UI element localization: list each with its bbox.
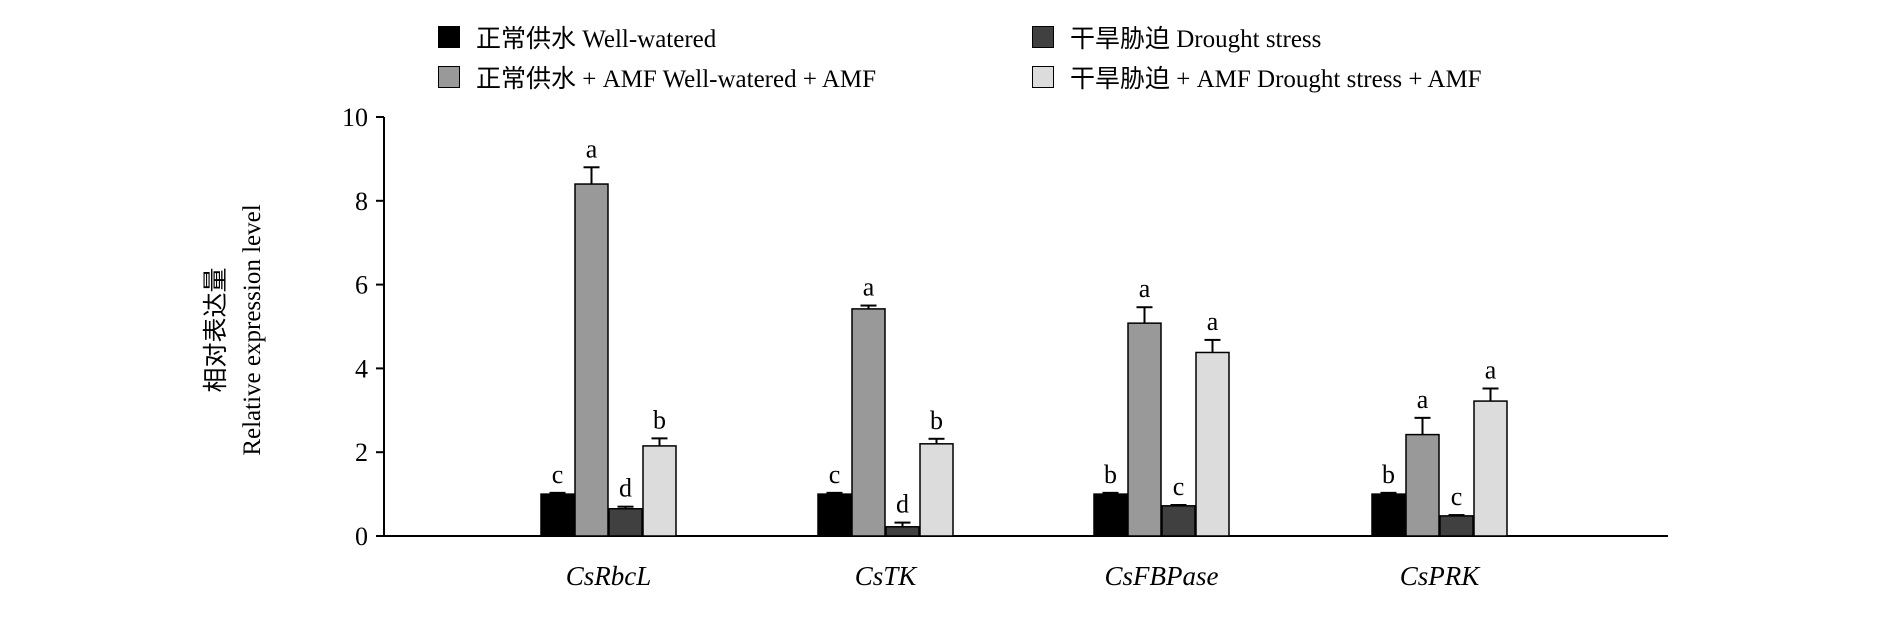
legend-item-drought-stress-amf: 干旱胁迫 + AMF Drought stress + AMF: [1032, 62, 1482, 93]
y-tick-label: 4: [355, 354, 368, 383]
significance-label: a: [1417, 385, 1429, 414]
significance-label: b: [930, 406, 943, 435]
bar: [851, 308, 886, 537]
bar: [1161, 505, 1196, 537]
legend-item-well-watered-amf: 正常供水 + AMF Well-watered + AMF: [438, 62, 877, 93]
y-tick-label: 8: [355, 187, 368, 216]
bar: [919, 443, 954, 537]
bar: [1371, 493, 1406, 537]
significance-label: d: [896, 490, 909, 519]
x-tick-label: CsFBPase: [1105, 561, 1219, 591]
legend-label-drought-stress: 干旱胁迫 Drought stress: [1070, 26, 1322, 53]
significance-label: b: [1382, 460, 1395, 489]
bar: [885, 526, 920, 537]
bar: [574, 183, 609, 537]
significance-label: a: [863, 273, 875, 302]
legend: 正常供水 Well-watered 干旱胁迫 Drought stress 正常…: [0, 0, 1890, 100]
legend-label-well-watered-amf: 正常供水 + AMF Well-watered + AMF: [476, 66, 877, 93]
bar: [1127, 322, 1162, 537]
legend-swatch-drought-stress-amf: [1032, 66, 1054, 88]
bar: [608, 508, 643, 537]
significance-label: c: [1173, 472, 1185, 501]
bar: [540, 493, 575, 537]
significance-label: c: [1451, 482, 1463, 511]
bar: [1093, 493, 1128, 537]
significance-label: a: [1207, 307, 1219, 336]
bar: [1405, 433, 1440, 537]
bar: [1473, 400, 1508, 537]
significance-label: b: [653, 405, 666, 434]
x-tick-label: CsTK: [855, 561, 919, 591]
legend-swatch-drought-stress: [1032, 26, 1054, 48]
y-tick-label: 6: [355, 271, 368, 300]
x-tick-label: CsRbcL: [566, 561, 652, 591]
significance-label: b: [1104, 460, 1117, 489]
y-tick-label: 0: [355, 522, 368, 551]
significance-label: c: [829, 460, 841, 489]
bar: [642, 445, 677, 537]
bar: [1439, 515, 1474, 537]
legend-label-drought-stress-amf: 干旱胁迫 + AMF Drought stress + AMF: [1070, 66, 1482, 93]
y-tick-label: 2: [355, 438, 368, 467]
significance-label: d: [619, 474, 632, 503]
y-tick-label: 10: [342, 103, 368, 132]
x-tick-label: CsPRK: [1400, 561, 1482, 591]
legend-swatch-well-watered-amf: [438, 66, 460, 88]
significance-label: a: [1485, 356, 1497, 385]
bar: [1195, 351, 1230, 537]
significance-label: a: [586, 134, 598, 163]
significance-label: c: [552, 460, 564, 489]
legend-item-well-watered: 正常供水 Well-watered: [438, 22, 717, 53]
legend-swatch-well-watered: [438, 26, 460, 48]
legend-label-well-watered: 正常供水 Well-watered: [476, 26, 717, 53]
significance-label: a: [1139, 274, 1151, 303]
bar: [817, 493, 852, 537]
legend-item-drought-stress: 干旱胁迫 Drought stress: [1032, 22, 1322, 53]
